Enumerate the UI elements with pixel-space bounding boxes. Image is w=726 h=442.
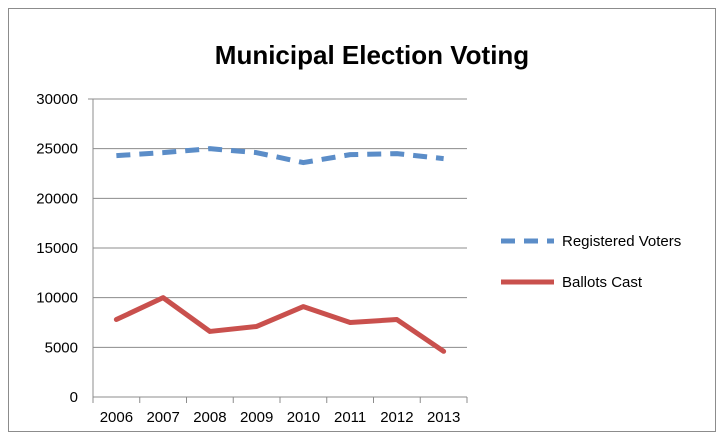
y-tick-label: 0 xyxy=(70,389,78,406)
x-axis-tick-labels: 2006 2007 2008 2009 2010 2011 2012 2013 xyxy=(92,397,468,426)
x-tick-label: 2008 xyxy=(193,409,226,426)
series-line-ballots-cast xyxy=(113,295,447,354)
chart-title: Municipal Election Voting xyxy=(215,40,529,70)
chart-frame xyxy=(8,8,716,432)
series-line-registered-voters xyxy=(116,146,444,166)
y-tick-label: 5000 xyxy=(45,339,78,356)
legend-label: Ballots Cast xyxy=(562,274,643,291)
y-tick-label: 30000 xyxy=(36,91,78,108)
y-tick-label: 20000 xyxy=(36,190,78,207)
x-tick-label: 2012 xyxy=(380,409,413,426)
y-tick-label: 10000 xyxy=(36,290,78,307)
x-tick-label: 2010 xyxy=(287,409,320,426)
legend-label: Registered Voters xyxy=(562,233,681,250)
x-tick-label: 2009 xyxy=(240,409,273,426)
legend: Registered Voters Ballots Cast xyxy=(501,233,681,291)
y-axis-tick-labels: 0 5000 10000 15000 20000 25000 30000 xyxy=(36,91,78,406)
series-lines xyxy=(113,146,447,354)
x-tick-label: 2011 xyxy=(334,409,366,426)
y-tick-label: 25000 xyxy=(36,141,78,158)
x-tick-label: 2006 xyxy=(100,409,133,426)
grid-lines xyxy=(88,98,467,398)
x-tick-label: 2013 xyxy=(427,409,460,426)
y-tick-label: 15000 xyxy=(36,240,78,257)
x-tick-label: 2007 xyxy=(146,409,179,426)
